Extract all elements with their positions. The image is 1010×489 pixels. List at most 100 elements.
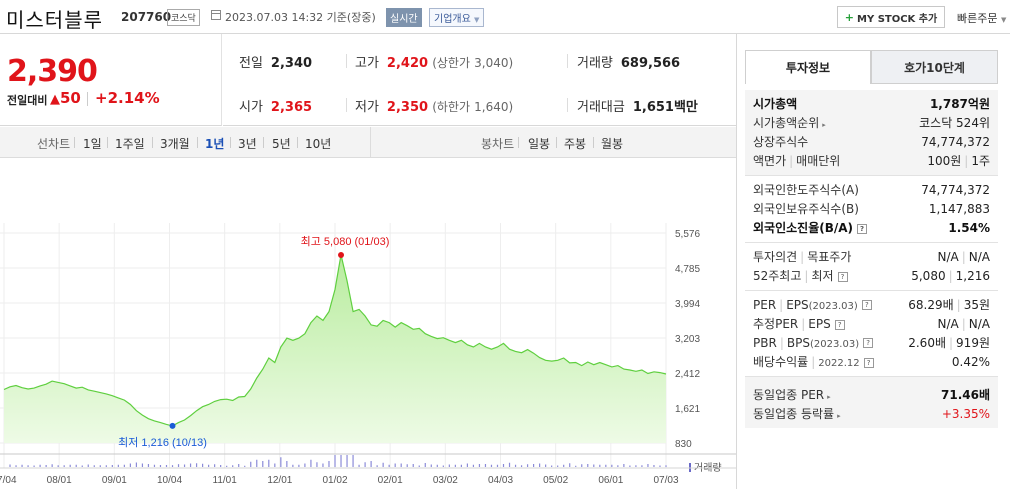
day-high-label: 고가 xyxy=(355,56,379,71)
per-value: 68.29배 xyxy=(908,298,954,312)
volume-bar xyxy=(466,463,468,467)
help-icon[interactable]: ? xyxy=(837,271,848,282)
help-icon[interactable]: ? xyxy=(863,338,874,348)
stock-name: 미스터블루 xyxy=(6,8,103,32)
period-tab-3y[interactable]: 3년 xyxy=(238,137,257,151)
help-icon[interactable]: ? xyxy=(834,319,845,330)
volume-bar xyxy=(298,464,300,467)
chevron-right-icon: ▸ xyxy=(837,412,841,420)
opinion-labels: 투자의견 | 목표주가 xyxy=(753,248,851,265)
face-value: 100원 xyxy=(927,154,962,168)
period-tab-1w[interactable]: 1주일 xyxy=(115,137,145,151)
volume-bar xyxy=(226,465,228,467)
w52-low-label: 최저 xyxy=(811,269,834,283)
divider: | xyxy=(964,154,969,168)
divider xyxy=(152,137,153,148)
volume-bar xyxy=(460,464,462,467)
chevron-down-icon: ▼ xyxy=(1000,16,1007,24)
up-triangle-icon: ▲ xyxy=(50,92,60,107)
volume-bar xyxy=(400,463,402,467)
cap-rank-label: 시가총액순위 xyxy=(753,116,820,130)
help-icon[interactable]: ? xyxy=(861,300,872,310)
per-labels: PER | EPS(2023.03)? xyxy=(753,298,872,312)
volume-bar xyxy=(268,459,270,467)
volume-bar xyxy=(557,465,559,467)
my-stock-label: MY STOCK 추가 xyxy=(857,13,938,25)
my-stock-add-button[interactable]: + MY STOCK 추가 xyxy=(837,6,945,28)
volume-bar xyxy=(147,464,150,467)
valuation-group: PER | EPS(2023.03)? 68.29배 | 35원 추정PER | EPS? N/… xyxy=(745,291,998,377)
trade-amount: 거래대금 1,651백만 xyxy=(577,96,698,115)
y-tick-label: 3,203 xyxy=(675,334,700,345)
stock-code: 207760 xyxy=(121,10,172,24)
divider: | xyxy=(961,249,966,264)
unit-label: 매매단위 xyxy=(796,154,841,168)
opinion-group: 투자의견 | 목표주가 N/A | N/A 52주최고 | 최저? 5,080 | 1,216 xyxy=(745,243,998,291)
volume-bar xyxy=(9,464,11,467)
volume-bar xyxy=(33,465,35,467)
x-tick-label: 03/02 xyxy=(433,475,458,486)
volume-bar xyxy=(629,465,631,467)
volume-bar xyxy=(611,464,613,467)
volume-bar xyxy=(569,463,571,467)
price-change-value: 50 xyxy=(60,89,81,107)
trade-amount-label: 거래대금 xyxy=(577,100,625,115)
w52-high-value: 5,080 xyxy=(911,268,946,283)
candle-tab-monthly[interactable]: 월봉 xyxy=(601,137,624,151)
volume-bar xyxy=(478,464,481,467)
cap-rank-link[interactable]: 시가총액순위 ▸ xyxy=(753,114,826,131)
volume-bar xyxy=(292,464,294,467)
candle-tab-weekly[interactable]: 주봉 xyxy=(564,137,587,151)
candle-chart-tab[interactable]: 봉차트 xyxy=(481,137,515,151)
period-tab-3m[interactable]: 3개월 xyxy=(160,137,190,151)
price-chart[interactable]: 5,576 4,785 3,994 3,203 2,412 1,621 830 최고 5,0… xyxy=(0,159,736,489)
tab-order-book[interactable]: 호가10단계 xyxy=(871,50,998,84)
volume-bar xyxy=(346,455,348,467)
divider xyxy=(593,137,594,148)
ind-per-link[interactable]: 동일업종 PER ▸ xyxy=(753,386,831,403)
volume-bar xyxy=(111,465,113,467)
divider xyxy=(567,54,568,68)
high-annotation: 최고 5,080 (01/03) xyxy=(301,235,390,248)
help-icon[interactable]: ? xyxy=(863,357,874,368)
div-value: 0.42% xyxy=(951,354,990,369)
day-high-value: 2,420 xyxy=(386,56,429,71)
per-row: PER | EPS(2023.03)? 68.29배 | 35원 xyxy=(745,295,998,314)
period-tab-1y[interactable]: 1년 xyxy=(205,137,225,151)
period-tab-10y[interactable]: 10년 xyxy=(305,137,332,151)
pbr-labels: PBR | BPS(2023.03)? xyxy=(753,336,874,350)
market-cap-label: 시가총액 xyxy=(753,97,798,111)
price-rate: +2.14% xyxy=(95,89,160,107)
volume-bar xyxy=(81,465,83,467)
volume-bar xyxy=(129,463,131,467)
volume: 거래량 689,566 xyxy=(577,52,680,71)
volume-bar xyxy=(316,462,318,467)
period-tab-1d[interactable]: 1일 xyxy=(83,137,102,151)
per-values: 68.29배 | 35원 xyxy=(908,296,990,313)
y-tick-label: 2,412 xyxy=(675,369,700,380)
tab-invest-info[interactable]: 투자정보 xyxy=(745,50,871,84)
volume-bar xyxy=(448,464,450,467)
info-tabs: 투자정보 호가10단계 xyxy=(745,50,998,84)
divider xyxy=(74,137,75,148)
div-labels: 배당수익률 | 2022.12? xyxy=(753,353,874,370)
left-panel: 2,390 전일대비 ▲50 +2.14% 전일 2,340 고가 2,420 (상… xyxy=(0,34,737,489)
volume-bar xyxy=(382,462,384,467)
volume-bar xyxy=(195,463,198,467)
volume-bar xyxy=(430,464,432,467)
quick-order-dropdown[interactable]: 빠른주문 ▼ xyxy=(957,10,1006,26)
trade-amount-value: 1,651 xyxy=(632,100,674,115)
help-icon[interactable]: ? xyxy=(857,223,868,234)
divider: | xyxy=(948,268,953,283)
candle-tab-daily[interactable]: 일봉 xyxy=(528,137,551,151)
volume-bar xyxy=(123,464,125,467)
upper-limit-value: 3,040) xyxy=(474,56,514,70)
per-label: PER xyxy=(753,297,777,312)
trade-amount-unit: 백만 xyxy=(673,100,698,115)
volume-bar xyxy=(262,461,264,467)
quote-summary: 전일 2,340 고가 2,420 (상한가 3,040) 거래량 689,566 시… xyxy=(223,34,737,126)
corp-info-dropdown[interactable]: 기업개요 ▼ xyxy=(429,8,485,27)
period-tab-5y[interactable]: 5년 xyxy=(272,137,291,151)
ind-rate-link[interactable]: 동일업종 등락률 ▸ xyxy=(753,405,841,422)
line-chart-tab[interactable]: 선차트 xyxy=(37,137,71,151)
